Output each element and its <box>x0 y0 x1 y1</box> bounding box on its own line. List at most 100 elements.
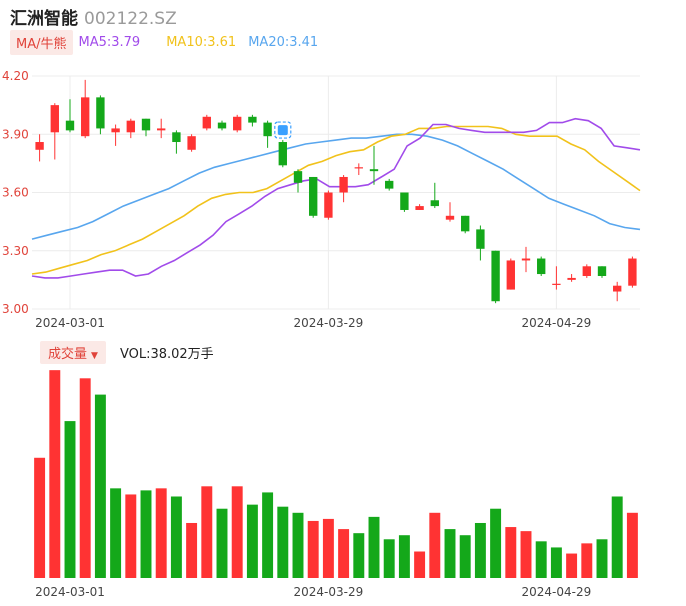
volume-bar <box>94 394 106 578</box>
volume-bar <box>201 486 213 578</box>
ma10-line <box>31 125 641 275</box>
candle-body <box>35 142 44 150</box>
candle-body <box>445 215 455 220</box>
volume-x-axis: 2024-03-01 2024-03-29 2024-04-29 <box>35 585 591 599</box>
candle-body <box>309 176 318 216</box>
candle <box>415 204 424 210</box>
candle-body <box>96 97 105 129</box>
candle <box>461 215 470 234</box>
volume-bar <box>231 486 243 578</box>
candle-body <box>506 260 515 290</box>
x-tick-label: 2024-03-01 <box>35 316 105 330</box>
candle-body <box>202 116 211 129</box>
ma5-label: MA5:3.79 <box>78 34 141 50</box>
y-tick-label: 4.20 <box>2 69 29 83</box>
candle-body <box>537 258 546 275</box>
volume-bar <box>292 512 304 578</box>
candle <box>35 134 44 162</box>
candle-body <box>567 277 576 280</box>
volume-bar <box>626 512 638 578</box>
x-tick-label: 2024-03-01 <box>35 585 105 599</box>
candle <box>187 134 196 152</box>
volume-bar <box>368 516 380 578</box>
volume-bar <box>429 512 441 578</box>
candle <box>217 120 227 131</box>
candle <box>613 281 622 302</box>
candle-body <box>233 116 242 131</box>
candle <box>96 95 105 135</box>
candle-body <box>324 192 333 218</box>
candle <box>141 118 151 137</box>
candle <box>400 192 409 212</box>
volume-bars <box>34 370 638 578</box>
dropdown-arrow-icon: ▼ <box>91 350 98 361</box>
indicator-tag[interactable]: MA/牛熊 <box>10 29 73 55</box>
candle <box>445 202 455 222</box>
candle <box>567 274 576 282</box>
candle-body <box>613 285 622 292</box>
y-tick-label: 3.30 <box>2 244 29 258</box>
volume-bar <box>79 378 91 578</box>
candle-body <box>369 169 379 172</box>
event-marker-icon <box>274 121 292 139</box>
candle <box>50 103 59 160</box>
y-tick-label: 3.00 <box>2 302 29 316</box>
indicator-legend: MA/牛熊 MA5:3.79 MA10:3.61 MA20:3.41 <box>10 29 319 55</box>
volume-bar <box>611 496 623 578</box>
candle <box>521 246 531 273</box>
candle-body <box>157 128 166 131</box>
x-tick-label: 2024-03-29 <box>294 316 364 330</box>
marker-frame <box>274 121 292 139</box>
candle <box>582 264 591 278</box>
volume-bar <box>125 494 137 578</box>
candle-body <box>278 142 287 166</box>
volume-bar <box>307 520 319 578</box>
price-x-axis: 2024-03-01 2024-03-29 2024-04-29 <box>35 316 591 330</box>
x-tick-label: 2024-04-29 <box>522 316 592 330</box>
candle-body <box>172 132 181 143</box>
candle-body <box>141 118 151 131</box>
volume-bar <box>505 527 517 578</box>
candle <box>597 266 607 278</box>
candle <box>126 118 135 139</box>
volume-bar <box>444 529 456 578</box>
candle <box>111 124 120 146</box>
candle-body <box>461 215 470 232</box>
candle-body <box>187 136 196 150</box>
candle <box>81 79 90 139</box>
candle <box>202 114 211 131</box>
volume-bar <box>414 551 426 578</box>
candle-body <box>597 266 607 276</box>
volume-bar <box>322 518 334 578</box>
volume-tag-label: 成交量 <box>48 346 88 362</box>
volume-bar <box>520 531 532 578</box>
candle-body <box>293 171 303 183</box>
candle <box>430 182 439 209</box>
y-tick-label: 3.60 <box>2 186 29 200</box>
volume-bar <box>140 490 152 578</box>
volume-bar <box>535 541 547 578</box>
candle <box>369 145 379 185</box>
candle <box>172 130 181 154</box>
candle-body <box>339 176 348 193</box>
ma20-label: MA20:3.41 <box>248 34 319 50</box>
y-tick-label: 3.90 <box>2 127 29 141</box>
volume-bar <box>490 508 502 578</box>
candle-body <box>552 283 561 285</box>
candle-body <box>430 200 439 207</box>
candle <box>476 225 485 261</box>
volume-bar <box>155 488 167 578</box>
candle <box>339 175 348 203</box>
volume-legend: 成交量 ▼ VOL:38.02万手 <box>40 340 214 364</box>
candle <box>263 120 272 148</box>
candle <box>157 118 166 139</box>
candle-body <box>400 192 409 210</box>
volume-bar <box>170 496 182 578</box>
candlesticks <box>35 79 637 304</box>
candle <box>65 99 75 133</box>
volume-tag[interactable]: 成交量 ▼ <box>40 340 106 364</box>
stock-code: 002122.SZ <box>84 9 177 29</box>
volume-bar <box>246 504 258 578</box>
candle-body <box>50 105 59 133</box>
volume-bar <box>216 508 228 578</box>
